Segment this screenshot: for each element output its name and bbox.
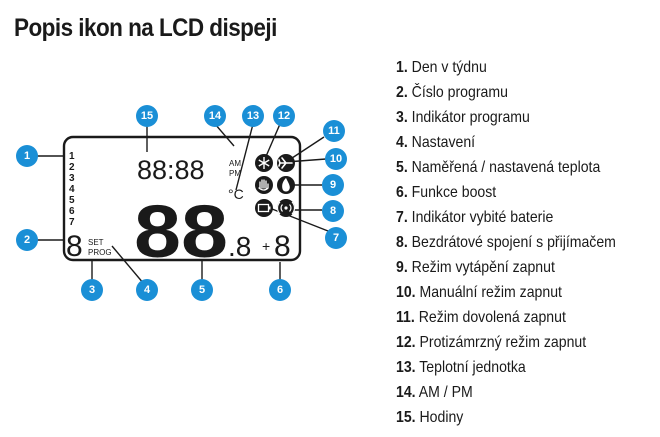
legend-item: 14. AM / PM xyxy=(396,384,473,401)
badge: 1 xyxy=(16,145,38,167)
leader-13 xyxy=(235,123,254,191)
hand-icon xyxy=(255,176,273,194)
badge: 10 xyxy=(325,148,347,170)
svg-text:4: 4 xyxy=(144,284,151,296)
day-number: 5 xyxy=(69,195,75,206)
svg-text:8: 8 xyxy=(330,205,336,217)
wireless-icon xyxy=(276,199,296,217)
svg-text:12: 12 xyxy=(278,110,290,122)
set-label: SET xyxy=(88,238,104,247)
svg-text:10: 10 xyxy=(330,153,342,165)
badge: 6 xyxy=(269,279,291,301)
badge: 11 xyxy=(323,120,345,142)
clock-digits: 88:88 xyxy=(137,155,205,185)
program-digit: 8 xyxy=(66,230,83,263)
badge: 2 xyxy=(16,229,38,251)
temperature-decimal: .8 xyxy=(228,231,251,262)
badge: 8 xyxy=(322,200,344,222)
legend-item: 1. Den v týdnu xyxy=(396,59,487,76)
legend-item: 4. Nastavení xyxy=(396,134,476,151)
temperature-digits: 88 xyxy=(134,190,228,273)
badge: 4 xyxy=(136,279,158,301)
day-number: 3 xyxy=(69,173,75,184)
boost-plus: + xyxy=(262,238,270,254)
badge: 3 xyxy=(81,279,103,301)
svg-text:1: 1 xyxy=(24,150,30,162)
legend-item: 11. Režim dovolená zapnut xyxy=(396,309,566,326)
leader-4 xyxy=(111,245,145,285)
prog-label: PROG xyxy=(88,248,112,257)
day-number: 4 xyxy=(69,184,75,195)
page-title: Popis ikon na LCD dispeji xyxy=(14,14,277,42)
day-number: 6 xyxy=(69,206,75,217)
day-number: 2 xyxy=(69,162,75,173)
leader-7 xyxy=(266,206,329,232)
badge: 13 xyxy=(242,105,264,127)
legend-item: 9. Režim vytápění zapnut xyxy=(396,259,555,276)
legend-item: 10. Manuální režim zapnut xyxy=(396,284,562,301)
legend-item: 7. Indikátor vybité baterie xyxy=(396,209,554,226)
legend-item: 3. Indikátor programu xyxy=(396,109,530,126)
boost-digit: 8 xyxy=(274,230,291,263)
plane-icon xyxy=(277,154,295,172)
pm-label: PM xyxy=(229,169,241,178)
legend-item: 5. Naměřená / nastavená teplota xyxy=(396,159,601,176)
leader-14 xyxy=(214,123,235,147)
legend-item: 15. Hodiny xyxy=(396,409,464,426)
svg-text:6: 6 xyxy=(277,284,283,296)
am-label: AM xyxy=(229,159,241,168)
legend-item: 2. Číslo programu xyxy=(396,84,508,101)
svg-text:5: 5 xyxy=(199,284,205,296)
legend-item: 13. Teplotní jednotka xyxy=(396,359,526,376)
battery-icon xyxy=(255,199,273,217)
svg-text:2: 2 xyxy=(24,234,30,246)
legend-list: 1. Den v týdnu 2. Číslo programu 3. Indi… xyxy=(396,57,646,432)
day-number: 1 xyxy=(69,151,75,162)
flame-icon xyxy=(277,176,295,194)
day-number: 7 xyxy=(69,217,75,228)
svg-text:3: 3 xyxy=(89,284,95,296)
legend-item: 8. Bezdrátové spojení s přijímačem xyxy=(396,234,616,251)
unit-label: °C xyxy=(228,186,244,202)
svg-text:9: 9 xyxy=(330,179,336,191)
svg-text:14: 14 xyxy=(209,110,222,122)
day-numbers: 1 2 3 4 5 6 7 xyxy=(69,151,75,228)
svg-text:15: 15 xyxy=(141,110,153,122)
badge: 9 xyxy=(322,174,344,196)
svg-text:7: 7 xyxy=(333,232,339,244)
legend-item: 12. Protizámrzný režim zapnut xyxy=(396,334,587,351)
legend-item: 6. Funkce boost xyxy=(396,184,497,201)
lcd-frame xyxy=(62,135,302,262)
badge: 7 xyxy=(325,227,347,249)
badge: 12 xyxy=(273,105,295,127)
svg-text:13: 13 xyxy=(247,110,259,122)
lcd-diagram: 1 2 3 4 5 6 7 8 SET PROG 88:88 AM PM °C … xyxy=(16,105,347,301)
snowflake-icon xyxy=(255,154,273,172)
badge: 5 xyxy=(191,279,213,301)
svg-text:11: 11 xyxy=(328,125,340,137)
badge: 15 xyxy=(136,105,158,127)
badge: 14 xyxy=(204,105,226,127)
